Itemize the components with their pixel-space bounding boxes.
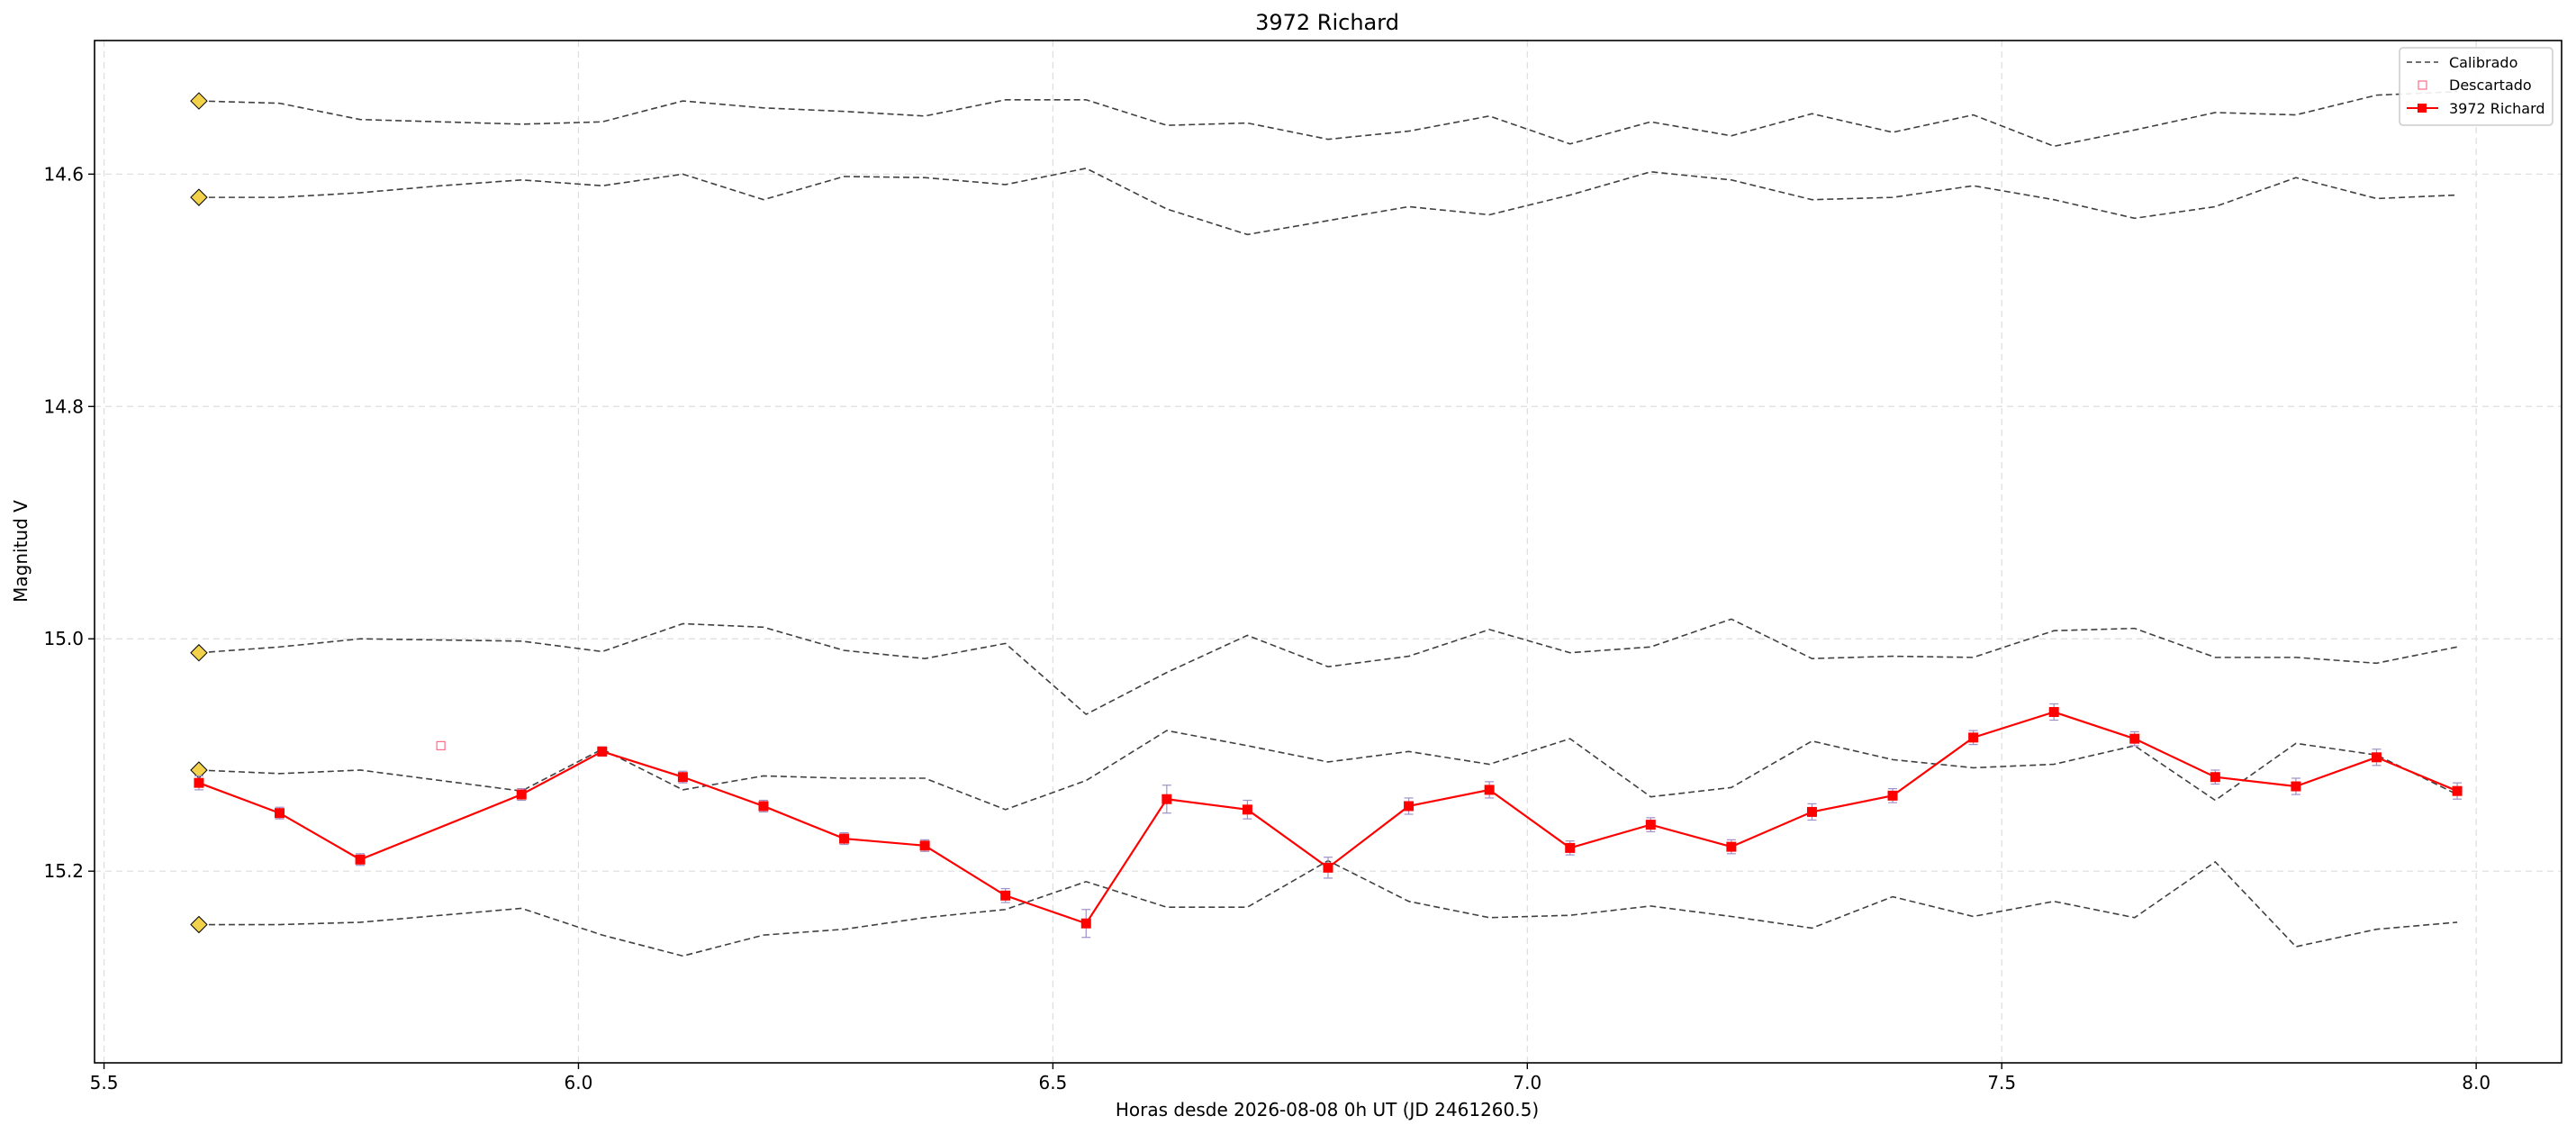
legend-box [2399,47,2553,126]
target-point [1484,785,1495,795]
target-point [1887,790,1898,801]
x-tick-label: 8.0 [2462,1072,2490,1093]
target-point [1726,841,1737,852]
target-point [597,746,608,757]
y-tick-label: 14.6 [43,163,84,185]
discarded-point [436,740,446,750]
target-point [2210,772,2220,783]
x-axis-label: Horas desde 2026-08-08 0h UT (JD 2461260… [1116,1099,1539,1120]
target-point [919,840,930,851]
target-point [2372,752,2382,763]
y-tick-label: 15.2 [43,860,84,882]
legend-calibrado-label: Calibrado [2449,54,2517,71]
comparison-star-line [198,730,2458,811]
target-point [2291,781,2301,792]
series-layer [190,90,2463,957]
target-point [1161,794,1172,804]
y-tick-label: 14.8 [43,395,84,417]
chart-title: 3972 Richard [1255,10,1399,35]
legend-richard-marker [2418,104,2427,113]
x-tick-label: 6.5 [1038,1072,1067,1093]
target-point [2048,706,2059,717]
legend-descartado-label: Descartado [2449,77,2532,94]
target-point [1242,804,1252,815]
comparison-star-line [198,618,2458,716]
target-point [275,808,285,819]
x-tick-label: 7.0 [1513,1072,1541,1093]
x-tick-label: 5.5 [90,1072,119,1093]
target-point [2452,785,2463,796]
x-tick-label: 7.5 [1987,1072,2016,1093]
comparison-star-line [198,90,2458,148]
legend-descartado-marker [2418,80,2427,90]
y-axis-label: Magnitud V [10,500,32,603]
target-line [198,711,2458,925]
legend-richard-label: 3972 Richard [2449,100,2545,117]
target-point [2129,733,2140,744]
target-point [1806,806,1817,817]
comparison-star-marker [190,188,208,206]
comparison-star-marker [190,92,208,110]
y-axis: 14.6 14.8 15.0 15.2 [43,163,95,882]
target-point [839,833,850,844]
target-point [1404,801,1415,812]
target-point [1323,862,1333,873]
legend: Calibrado Descartado 3972 Richard [2399,47,2553,126]
target-point [355,854,366,865]
target-point [1645,820,1656,830]
target-point [677,772,688,783]
comparison-star-marker [190,644,208,662]
target-point [516,789,527,800]
x-tick-label: 6.0 [565,1072,593,1093]
target-point [1968,732,1979,743]
comparison-star-line [198,168,2458,236]
target-point [758,801,769,812]
plot-frame [94,40,2562,1064]
target-point [1565,842,1576,853]
target-point [194,777,204,788]
target-point [1080,918,1091,929]
target-point [1000,890,1011,901]
y-tick-label: 15.0 [43,628,84,649]
x-axis: 5.5 6.0 6.5 7.0 7.5 8.0 [90,1063,2490,1093]
comparison-star-marker [190,915,208,934]
